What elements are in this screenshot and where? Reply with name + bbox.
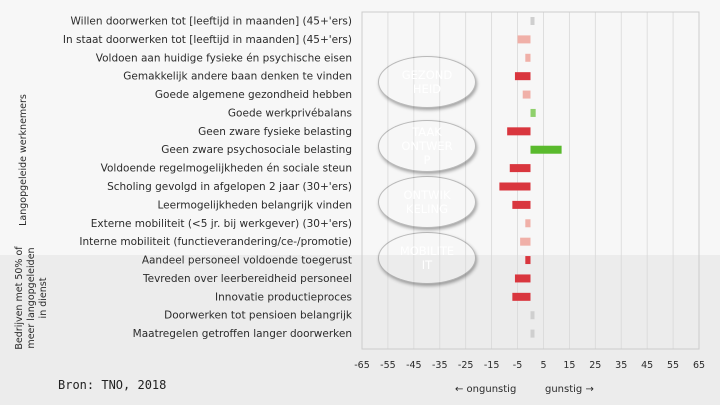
source-note: Bron: TNO, 2018 [58, 378, 167, 392]
group-label-employees: Langopgeleide werknemers [18, 94, 29, 226]
category-label: Goede werkprivébalans [228, 107, 352, 119]
group-label-companies-line-3: in dienst [38, 277, 49, 318]
category-label: Voldoen aan huidige fysieke én psychisch… [96, 52, 352, 64]
bar [509, 164, 531, 173]
x-tick-label: -5 [513, 360, 522, 371]
category-label: Tevreden over leerbereidheid personeel [142, 273, 352, 285]
group-label-companies-line-1: Bedrijven met 50% of [14, 246, 25, 350]
bar [512, 292, 531, 301]
x-tick-label: 15 [563, 360, 575, 371]
bar [520, 237, 531, 246]
category-label: Leermogelijkheden belangrijk vinden [158, 199, 353, 211]
group-label-companies: Bedrijven met 50% of meer langopgeleiden… [14, 246, 49, 350]
category-label: Voldoende regelmogelijkheden én sociale … [101, 163, 352, 175]
bar [530, 17, 535, 25]
category-label: Scholing gevolgd in afgelopen 2 jaar (30… [107, 181, 352, 193]
x-tick-label: 5 [540, 360, 546, 371]
category-labels: Willen doorwerken tot [leeftijd in maand… [63, 16, 353, 341]
bar [530, 108, 536, 117]
bar [512, 200, 531, 209]
category-label: Interne mobiliteit (functieverandering/c… [79, 236, 352, 248]
category-label: Willen doorwerken tot [leeftijd in maand… [71, 16, 352, 28]
x-tick-label: -35 [432, 360, 448, 371]
direction-label-right: gunstig → [545, 384, 594, 395]
direction-label-left: ← ongunstig [455, 384, 516, 395]
plot-area-border [361, 11, 700, 350]
badge-development: ONTWIK KELING [378, 176, 476, 228]
x-tick-label: 55 [667, 360, 679, 371]
group-label-companies-line-2: meer langopgeleiden [26, 247, 37, 348]
category-label: Geen zware psychosociale belasting [161, 144, 352, 156]
category-label: Aandeel personeel voldoende toegerust [142, 255, 352, 267]
badge-mobility: MOBILITE IT [378, 232, 476, 284]
bar [530, 329, 535, 338]
x-tick-label: 45 [641, 360, 653, 371]
bar [525, 53, 531, 62]
bars [499, 17, 562, 338]
bar [530, 145, 562, 154]
background-band-companies [0, 255, 720, 405]
x-tick-label: 25 [589, 360, 601, 371]
category-label: Gemakkelijk andere baan denken te vinden [123, 71, 352, 83]
bar [530, 311, 535, 320]
category-label: Geen zware fysieke belasting [198, 126, 352, 138]
x-tick-label: -25 [458, 360, 474, 371]
category-label: Maatregelen getroffen langer doorwerken [133, 328, 352, 340]
x-tick-labels: -65 -55 -45 -35 -25 -15 -5 5 15 25 35 45 55 65 [354, 360, 705, 371]
bar [525, 256, 531, 265]
bar [507, 127, 531, 136]
x-tick-label: -15 [484, 360, 500, 371]
x-tick-label: 65 [693, 360, 705, 371]
category-label: Goede algemene gezondheid hebben [155, 89, 352, 101]
bar [517, 35, 531, 44]
background-band-employees [0, 0, 720, 255]
bar [522, 90, 531, 99]
category-label: Innovatie productieproces [215, 291, 352, 303]
bar [514, 72, 531, 81]
x-tick-label: -45 [406, 360, 422, 371]
badge-health: GEZOND HEID [378, 56, 476, 108]
category-label: In staat doorwerken tot [leeftijd in maa… [63, 34, 352, 46]
bar [525, 219, 531, 228]
x-tick-label: 35 [615, 360, 627, 371]
badge-task-design: TAAK ONTWER P [378, 120, 476, 172]
bar [499, 182, 531, 191]
x-tick-label: -55 [380, 360, 396, 371]
category-label: Externe mobiliteit (<5 jr. bij werkgever… [91, 218, 352, 230]
bar [514, 274, 531, 283]
category-label: Doorwerken tot pensioen belangrijk [164, 310, 353, 322]
x-tick-label: -65 [354, 360, 370, 371]
